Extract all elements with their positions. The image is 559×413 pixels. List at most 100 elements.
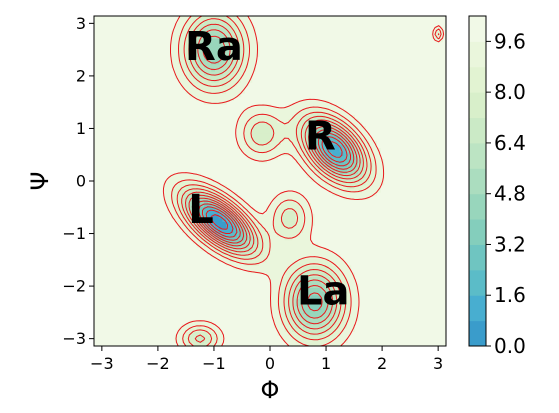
contour-cell: [306, 225, 311, 230]
contour-cell: [215, 184, 220, 189]
contour-cell: [248, 126, 253, 131]
contour-cell: [215, 23, 220, 28]
contour-cell: [240, 247, 245, 252]
contour-cell: [299, 232, 304, 237]
contour-cell: [435, 38, 440, 43]
contour-cell: [343, 291, 348, 296]
contour-cell: [196, 71, 201, 76]
contour-cell: [292, 140, 297, 145]
contour-cell: [262, 126, 267, 131]
contour-cell: [325, 140, 330, 145]
contour-cell: [347, 269, 352, 274]
contour-cell: [244, 41, 249, 46]
contour-cell: [281, 232, 286, 237]
contour-cell: [347, 327, 352, 332]
contour-cell: [270, 239, 275, 244]
contour-cell: [193, 232, 198, 237]
contour-cell: [218, 93, 223, 98]
contour-cell: [303, 225, 308, 230]
contour-cell: [321, 184, 326, 189]
contour-cell: [343, 265, 348, 270]
contour-cell: [233, 19, 238, 24]
contour-cell: [328, 258, 333, 263]
contour-cell: [215, 89, 220, 94]
contour-cell: [204, 225, 209, 230]
contour-cell: [347, 151, 352, 156]
contour-cell: [306, 313, 311, 318]
contour-cell: [270, 258, 275, 263]
contour-cell: [266, 151, 271, 156]
contour-cell: [273, 148, 278, 153]
contour-cell: [303, 148, 308, 153]
contour-cell: [358, 188, 363, 193]
contour-cell: [284, 261, 289, 266]
contour-cell: [310, 107, 315, 112]
contour-cell: [350, 280, 355, 285]
contour-cell: [207, 89, 212, 94]
contour-cell: [314, 250, 319, 255]
contour-cell: [288, 280, 293, 285]
contour-cell: [306, 144, 311, 149]
contour-cell: [317, 111, 322, 116]
contour-cell: [229, 19, 234, 24]
contour-cell: [303, 228, 308, 233]
contour-cell: [303, 221, 308, 226]
contour-cell: [244, 38, 249, 43]
contour-cell: [189, 45, 194, 50]
contour-cell: [332, 111, 337, 116]
contour-cell: [339, 280, 344, 285]
contour-cell: [358, 195, 363, 200]
contour-cell: [328, 148, 333, 153]
contour-cell: [343, 316, 348, 321]
contour-cell: [226, 49, 231, 54]
contour-cell: [284, 338, 289, 343]
contour-cell: [259, 144, 264, 149]
contour-cell: [292, 313, 297, 318]
contour-cell: [292, 342, 297, 347]
contour-cell: [321, 331, 326, 336]
contour-cell: [193, 184, 198, 189]
contour-cell: [277, 239, 282, 244]
contour-cell: [244, 129, 249, 134]
contour-cell: [314, 327, 319, 332]
contour-cell: [288, 265, 293, 270]
colorbar-tick-label: 4.8: [494, 182, 526, 206]
contour-cell: [244, 67, 249, 72]
contour-cell: [233, 45, 238, 50]
contour-cell: [361, 133, 366, 138]
contour-cell: [317, 126, 322, 131]
contour-cell: [189, 184, 194, 189]
contour-cell: [174, 184, 179, 189]
contour-cell: [314, 166, 319, 171]
contour-cell: [288, 324, 293, 329]
contour-cell: [215, 327, 220, 332]
contour-cell: [193, 63, 198, 68]
contour-cell: [284, 272, 289, 277]
contour-cell: [295, 118, 300, 123]
contour-cell: [284, 302, 289, 307]
contour-cell: [240, 118, 245, 123]
contour-line: [181, 18, 368, 343]
contour-cell: [365, 181, 370, 186]
contour-cell: [226, 60, 231, 65]
contour-cell: [336, 148, 341, 153]
contour-cell: [218, 195, 223, 200]
contour-cell: [306, 126, 311, 131]
contour-cell: [200, 23, 205, 28]
contour-cell: [339, 302, 344, 307]
contour-cell: [303, 155, 308, 160]
contour-cell: [292, 302, 297, 307]
contour-cell: [299, 210, 304, 215]
contour-cell: [365, 151, 370, 156]
contour-cell: [222, 225, 227, 230]
contour-cell: [189, 89, 194, 94]
contour-cell: [288, 239, 293, 244]
contour-cell: [354, 166, 359, 171]
contour-cell: [204, 331, 209, 336]
contour-cell: [273, 151, 278, 156]
contour-cell: [350, 309, 355, 314]
contour-cell: [200, 335, 205, 340]
contour-cell: [277, 195, 282, 200]
contour-cell: [339, 327, 344, 332]
contour-cell: [251, 122, 256, 127]
